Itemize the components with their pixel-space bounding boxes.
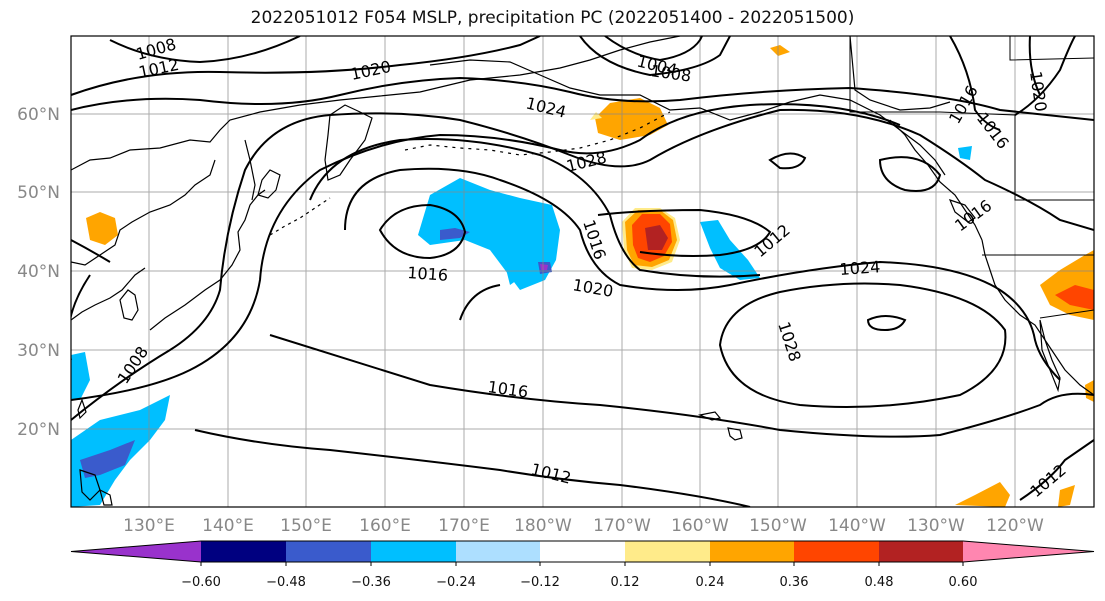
lon-label: 130°W [907, 516, 965, 536]
colorbar-tick-label: −0.12 [520, 575, 560, 590]
colorbar-tick-label: 0.24 [696, 575, 725, 590]
colorbar-swatch [456, 541, 540, 562]
contour-label: 1016 [486, 377, 529, 401]
colorbar-swatch [879, 541, 963, 562]
lon-label: 140°W [828, 516, 886, 536]
longitude-labels: 130°E 140°E 150°E 160°E 170°E 180°W 170°… [123, 516, 1044, 536]
contour-label: 1024 [839, 257, 881, 279]
contour-label: 1028 [774, 319, 805, 364]
colorbar [70, 540, 1095, 566]
colorbar-swatch [201, 541, 286, 562]
lon-label: 170°W [593, 516, 651, 536]
contour-label: 1012 [750, 220, 793, 261]
coastlines [71, 36, 1094, 506]
lat-label: 20°N [17, 420, 60, 440]
mslp-contours [71, 36, 1094, 507]
colorbar-tick-label: 0.12 [611, 575, 640, 590]
map-frame [70, 35, 1095, 508]
contour-label: 1016 [973, 109, 1013, 153]
colorbar-tick-label: −0.48 [266, 575, 306, 590]
lat-label: 30°N [17, 341, 60, 361]
graticule [71, 36, 1094, 507]
colorbar-swatch [794, 541, 879, 562]
lon-label: 170°E [438, 516, 490, 536]
colorbar-tick-label: 0.48 [865, 575, 894, 590]
colorbar-swatch [286, 541, 371, 562]
contour-label: 1020 [1026, 70, 1050, 113]
lat-label: 50°N [17, 183, 60, 203]
contour-label: 1008 [649, 61, 692, 85]
lat-label: 40°N [17, 262, 60, 282]
contour-label: 1016 [407, 263, 449, 285]
contour-label: 1020 [349, 57, 393, 84]
lon-label: 150°W [749, 516, 807, 536]
lon-label: 160°E [359, 516, 411, 536]
colorbar-swatch [540, 541, 625, 562]
colorbar-tick-label: 0.36 [780, 575, 809, 590]
colorbar-tick-labels: −0.60 −0.48 −0.36 −0.24 −0.12 0.12 0.24 … [181, 575, 977, 590]
colorbar-tick-label: 0.60 [949, 575, 978, 590]
lon-label: 140°E [202, 516, 254, 536]
colorbar-swatch [625, 541, 710, 562]
lon-label: 130°E [123, 516, 175, 536]
contour-label: 1020 [571, 275, 614, 301]
contour-label: 1024 [524, 93, 568, 121]
lon-label: 120°W [986, 516, 1044, 536]
colorbar-tick-label: −0.36 [351, 575, 391, 590]
colorbar-swatch [71, 541, 201, 562]
colorbar-swatch [371, 541, 456, 562]
lon-label: 160°W [671, 516, 729, 536]
colorbar-swatch [963, 541, 1094, 562]
latitude-labels: 60°N 50°N 40°N 30°N 20°N [17, 105, 60, 440]
lon-label: 180°W [514, 516, 572, 536]
colorbar-tick-label: −0.24 [436, 575, 476, 590]
lat-label: 60°N [17, 105, 60, 125]
contour-label: 1016 [951, 196, 995, 235]
lon-label: 150°E [280, 516, 332, 536]
colorbar-tick-label: −0.60 [181, 575, 221, 590]
map-area: 1008 1012 1020 1004 1008 1024 1028 1016 … [71, 36, 1094, 507]
map-title: 2022051012 F054 MSLP, precipitation PC (… [250, 8, 855, 28]
contour-label: 1012 [529, 459, 573, 487]
colorbar-swatch [710, 541, 794, 562]
